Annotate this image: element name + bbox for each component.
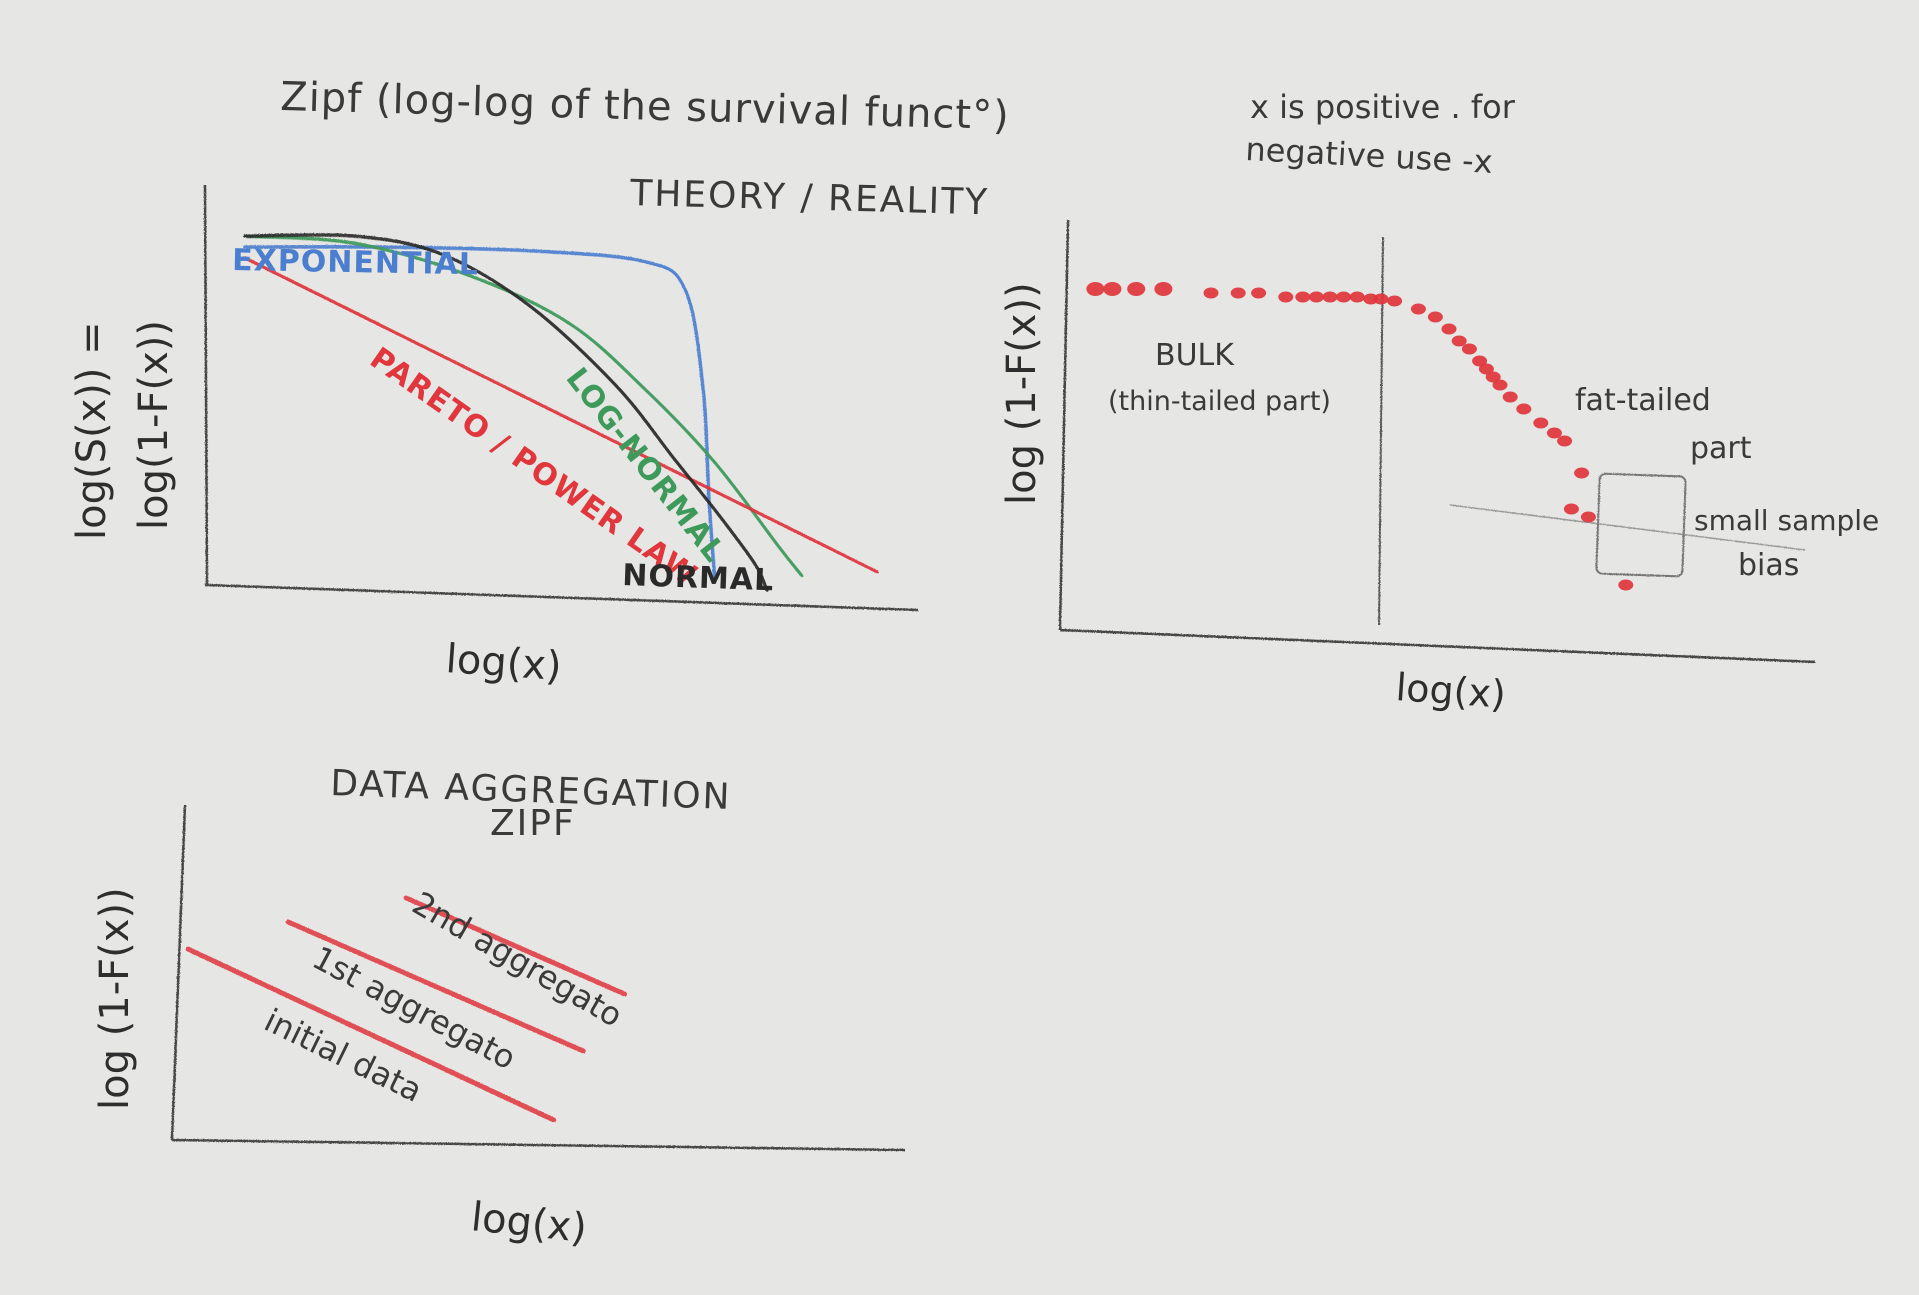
data-point <box>1533 417 1549 429</box>
tail-fit-line <box>1449 504 1806 551</box>
data-point <box>1461 343 1477 355</box>
chart1-x-axis <box>204 583 919 612</box>
data-point <box>1478 363 1494 375</box>
chart3-x-axis <box>171 1138 906 1152</box>
series-line-texture <box>246 236 804 578</box>
series-line-1st-aggregato <box>285 919 586 1054</box>
series-line-texture <box>245 258 879 574</box>
data-point <box>1154 282 1173 296</box>
chart2-y-axis <box>1058 219 1070 631</box>
data-point <box>1580 511 1596 523</box>
fat-tail-sublabel: part <box>1690 431 1752 466</box>
chart1-y-axis <box>203 184 209 586</box>
data-point <box>1546 427 1562 439</box>
small-sample-bias-box <box>1595 472 1687 578</box>
series-line-pareto-power-law <box>243 256 879 574</box>
bias-sublabel: bias <box>1738 548 1799 583</box>
chart3-y-axis <box>170 804 187 1141</box>
data-point <box>1557 435 1573 447</box>
series-line-normal <box>243 233 769 592</box>
data-point <box>1516 403 1532 415</box>
chart1-title: THEORY / REALITY <box>629 173 990 223</box>
series-line-log-normal <box>243 234 804 577</box>
data-point <box>1427 311 1443 323</box>
data-point <box>1295 291 1311 303</box>
data-point <box>1492 379 1508 391</box>
bulk-sublabel: (thin-tailed part) <box>1108 386 1331 417</box>
data-point <box>1278 291 1294 303</box>
data-point <box>1127 282 1146 296</box>
data-point <box>1322 291 1338 303</box>
data-point <box>1373 293 1389 305</box>
data-point <box>1502 391 1518 403</box>
bulk-tail-chart: BULK (thin-tailed part) fat-tailed part … <box>999 219 1879 717</box>
theory-reality-chart: THEORY / REALITY EXPONENTIAL LOG-NORMAL … <box>69 173 990 690</box>
data-point <box>1203 287 1219 299</box>
page-title: Zipf (log-log of the survival funct°) <box>280 74 1011 139</box>
data-point <box>1563 503 1579 515</box>
data-point <box>1574 467 1590 479</box>
chart3-x-label: log(x) <box>469 1194 589 1252</box>
series-line-initial-data <box>185 946 557 1123</box>
chart2-x-label: log(x) <box>1394 665 1507 717</box>
sign-note-line2: negative use -x <box>1245 130 1494 181</box>
aggregation-chart: DATA AGGREGATION ZIPF 2nd aggregato 1st … <box>92 763 906 1252</box>
label-exponential: EXPONENTIAL <box>232 243 479 282</box>
series-line-exponential <box>243 245 717 581</box>
data-point <box>1230 287 1246 299</box>
chart1-x-label: log(x) <box>444 636 563 690</box>
series-line-2nd-aggregato <box>403 895 627 997</box>
chart3-y-label: log (1-F(x)) <box>92 887 138 1110</box>
sign-note-line1: x is positive . for <box>1250 88 1516 126</box>
series-line-texture <box>246 235 769 592</box>
data-point <box>1410 303 1426 315</box>
data-point <box>1441 323 1457 335</box>
data-point <box>1086 282 1105 296</box>
data-point <box>1618 579 1634 591</box>
bulk-label: BULK <box>1155 338 1235 373</box>
chart3-title-line2: ZIPF <box>490 803 576 844</box>
data-point <box>1349 291 1365 303</box>
chart2-y-label: log (1-F(x)) <box>999 282 1045 505</box>
data-point <box>1308 291 1324 303</box>
data-point <box>1472 355 1488 367</box>
data-point <box>1251 287 1267 299</box>
chart1-y-label-line2: log(1-F(x)) <box>131 320 177 530</box>
data-point <box>1103 282 1122 296</box>
data-point <box>1485 371 1501 383</box>
label-normal: NORMAL <box>622 558 775 598</box>
chart2-x-axis <box>1059 628 1816 664</box>
data-point <box>1336 291 1352 303</box>
chart1-y-label-line1: log(S(x)) = <box>69 321 115 540</box>
data-point <box>1451 335 1467 347</box>
fat-tail-label: fat-tailed <box>1575 383 1711 418</box>
bias-label: small sample <box>1694 504 1879 537</box>
data-point <box>1387 295 1403 307</box>
